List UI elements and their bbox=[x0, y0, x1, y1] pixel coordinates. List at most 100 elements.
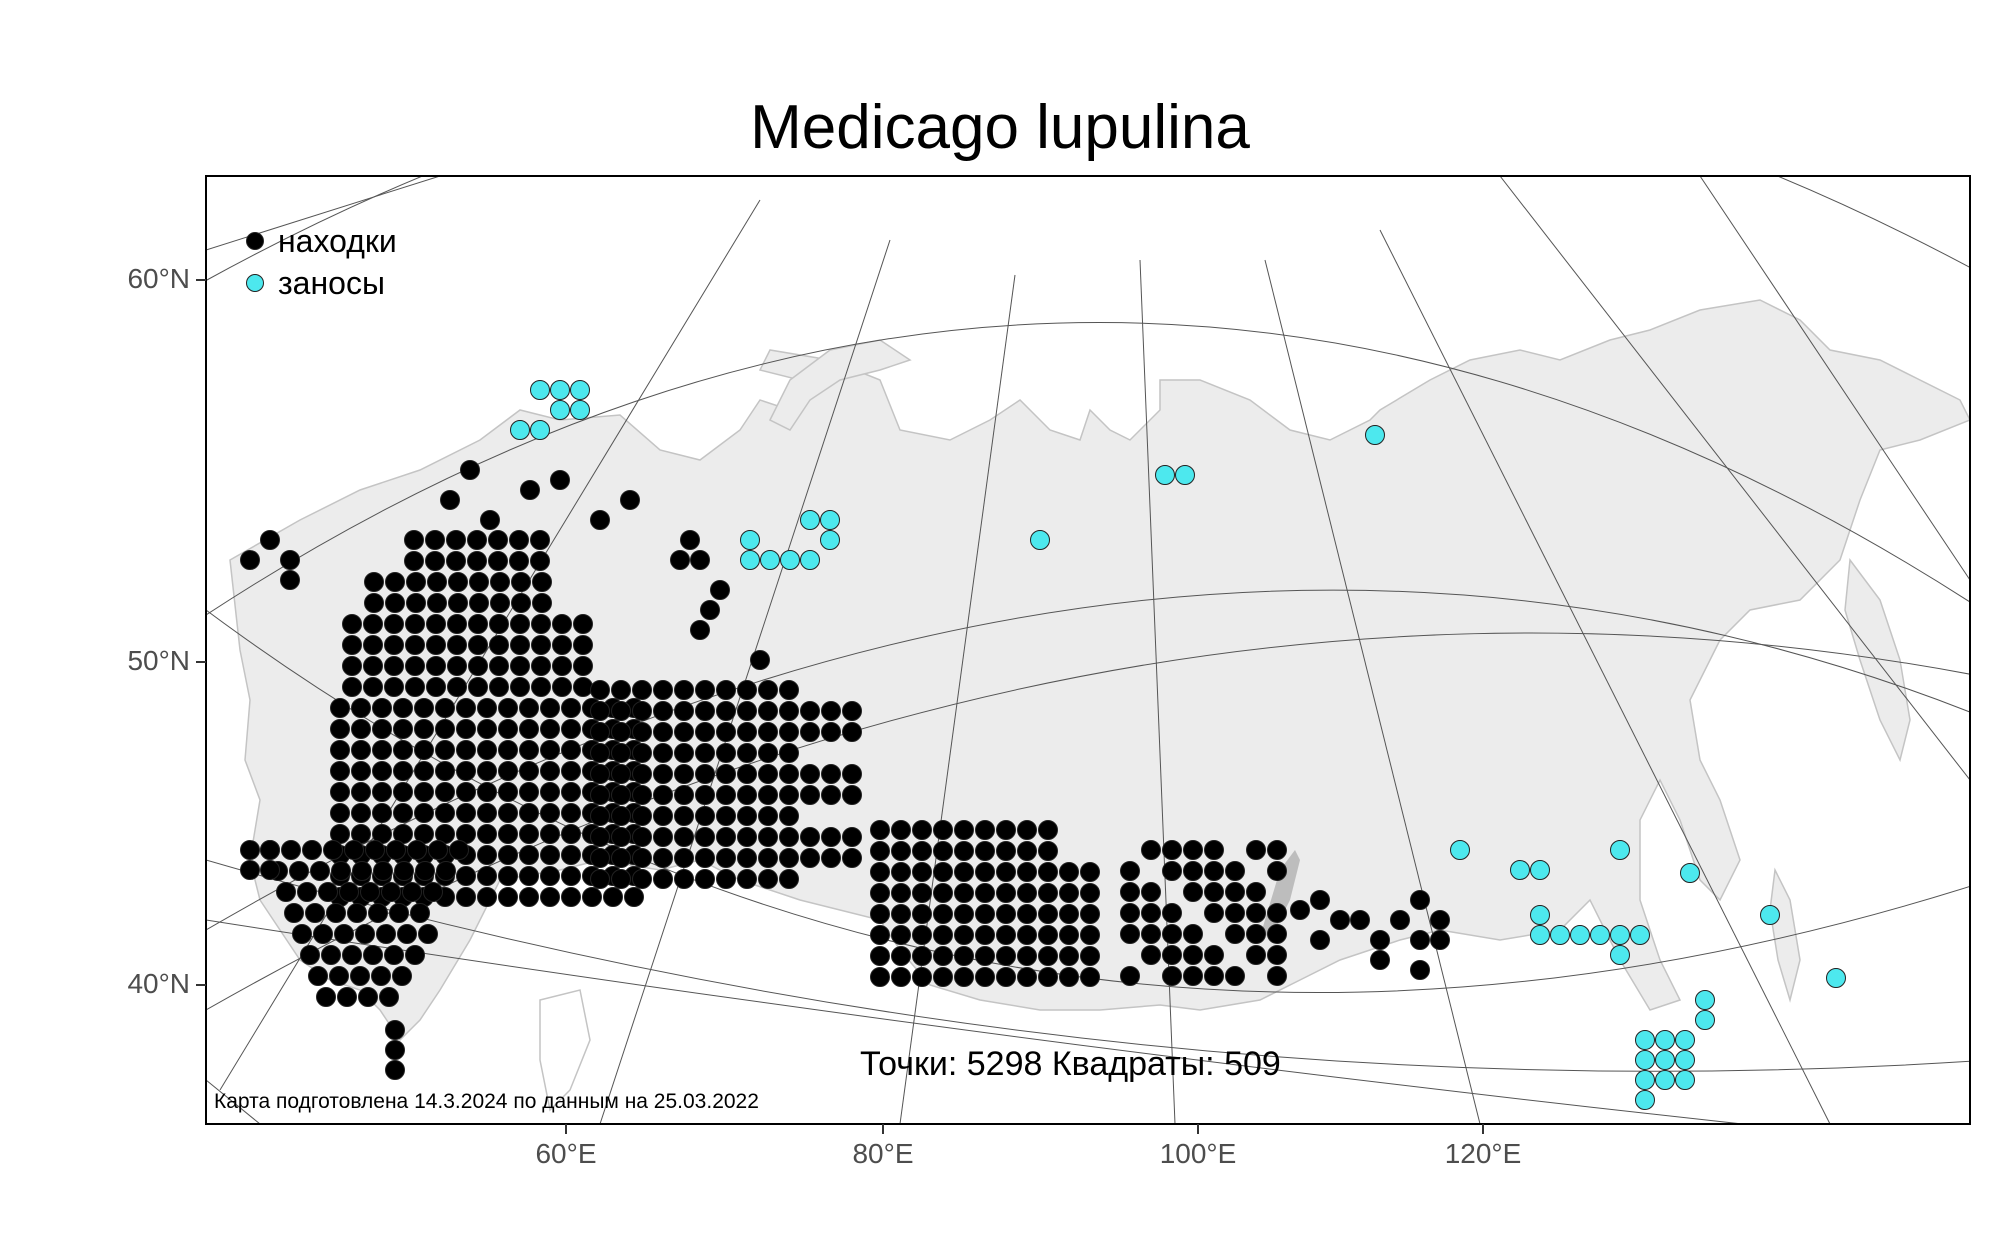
native-dot bbox=[933, 883, 953, 903]
native-dot bbox=[435, 782, 455, 802]
native-dot bbox=[1204, 861, 1224, 881]
native-dot bbox=[653, 827, 673, 847]
native-dot bbox=[520, 480, 540, 500]
native-dot bbox=[1017, 883, 1037, 903]
native-dot bbox=[1038, 925, 1058, 945]
native-dot bbox=[351, 740, 371, 760]
native-dot bbox=[498, 845, 518, 865]
native-dot bbox=[912, 946, 932, 966]
native-dot bbox=[1059, 925, 1079, 945]
map-credit: Карта подготовлена 14.3.2024 по данным н… bbox=[214, 1090, 759, 1113]
native-dot bbox=[653, 848, 673, 868]
native-dot bbox=[397, 924, 417, 944]
native-dot bbox=[460, 460, 480, 480]
native-dot bbox=[260, 530, 280, 550]
legend-item-introduced: заносы bbox=[246, 262, 397, 304]
native-dot bbox=[331, 861, 351, 881]
introduced-dot bbox=[530, 420, 550, 440]
squares-label: Квадраты: bbox=[1051, 1045, 1215, 1083]
native-dot bbox=[695, 848, 715, 868]
native-dot bbox=[448, 572, 468, 592]
native-dot bbox=[590, 785, 610, 805]
native-dot bbox=[1059, 946, 1079, 966]
native-dot bbox=[447, 614, 467, 634]
native-dot bbox=[510, 614, 530, 634]
native-dot bbox=[490, 593, 510, 613]
native-dot bbox=[446, 530, 466, 550]
native-dot bbox=[821, 764, 841, 784]
native-dot bbox=[384, 677, 404, 697]
native-dot bbox=[779, 827, 799, 847]
native-dot bbox=[372, 740, 392, 760]
native-dot bbox=[1080, 946, 1100, 966]
native-dot bbox=[1059, 967, 1079, 987]
native-dot bbox=[842, 722, 862, 742]
native-dot bbox=[632, 680, 652, 700]
native-dot bbox=[933, 925, 953, 945]
introduced-occurrence-dots bbox=[510, 380, 1846, 1110]
native-dot bbox=[406, 593, 426, 613]
native-dot bbox=[540, 887, 560, 907]
native-dot bbox=[427, 572, 447, 592]
native-dot bbox=[561, 824, 581, 844]
native-dot bbox=[477, 803, 497, 823]
native-dot bbox=[358, 987, 378, 1007]
native-dot bbox=[561, 845, 581, 865]
native-dot bbox=[468, 635, 488, 655]
native-dot bbox=[300, 945, 320, 965]
native-dot bbox=[405, 614, 425, 634]
native-dot bbox=[240, 860, 260, 880]
native-dot bbox=[456, 740, 476, 760]
native-dot bbox=[870, 904, 890, 924]
introduced-dot bbox=[1530, 905, 1550, 925]
native-dot bbox=[779, 764, 799, 784]
native-dot bbox=[1430, 910, 1450, 930]
native-dot bbox=[891, 904, 911, 924]
native-dot bbox=[372, 761, 392, 781]
novaya-zemlya-island bbox=[768, 339, 912, 431]
native-dot bbox=[611, 764, 631, 784]
native-dot bbox=[632, 869, 652, 889]
native-dot bbox=[716, 869, 736, 889]
introduced-dot bbox=[800, 550, 820, 570]
native-dot bbox=[415, 861, 435, 881]
points-label: Точки: bbox=[860, 1045, 958, 1083]
native-dot bbox=[821, 848, 841, 868]
native-dot bbox=[1038, 862, 1058, 882]
native-dot bbox=[297, 882, 317, 902]
native-dot bbox=[435, 761, 455, 781]
native-dot bbox=[519, 803, 539, 823]
native-dot bbox=[326, 903, 346, 923]
native-dot bbox=[456, 698, 476, 718]
native-dot bbox=[1267, 945, 1287, 965]
native-dot bbox=[653, 785, 673, 805]
native-dot bbox=[310, 861, 330, 881]
native-dot bbox=[289, 861, 309, 881]
native-dot bbox=[1038, 883, 1058, 903]
introduced-dot bbox=[1610, 840, 1630, 860]
introduced-dot bbox=[1610, 945, 1630, 965]
native-dot bbox=[1183, 924, 1203, 944]
introduced-dot bbox=[1630, 925, 1650, 945]
native-dot bbox=[405, 677, 425, 697]
native-dot bbox=[653, 869, 673, 889]
native-dot bbox=[870, 841, 890, 861]
legend-dot-native bbox=[246, 232, 264, 250]
introduced-dot bbox=[550, 400, 570, 420]
native-dot bbox=[469, 593, 489, 613]
native-dot bbox=[821, 785, 841, 805]
native-dot bbox=[975, 820, 995, 840]
native-dot bbox=[758, 869, 778, 889]
native-dot bbox=[800, 722, 820, 742]
native-dot bbox=[467, 551, 487, 571]
native-dot bbox=[1410, 930, 1430, 950]
introduced-dot bbox=[740, 550, 760, 570]
introduced-dot bbox=[1680, 863, 1700, 883]
native-dot bbox=[624, 887, 644, 907]
native-dot bbox=[407, 840, 427, 860]
native-dot bbox=[488, 551, 508, 571]
native-dot bbox=[891, 925, 911, 945]
native-dot bbox=[779, 743, 799, 763]
native-dot bbox=[477, 698, 497, 718]
native-dot bbox=[1059, 883, 1079, 903]
